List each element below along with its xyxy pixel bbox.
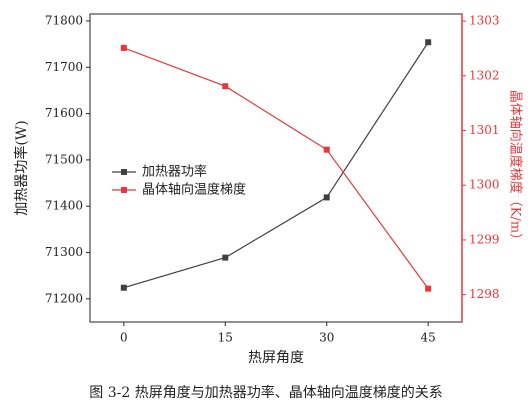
x-tick-label: 45 xyxy=(421,331,436,345)
caption: 图 3-2 热屏角度与加热器功率、晶体轴向温度梯度的关系 xyxy=(89,384,442,401)
y-tick-label: 71400 xyxy=(45,199,83,213)
y-tick-label: 71200 xyxy=(45,291,83,305)
marker xyxy=(323,194,330,201)
series-line xyxy=(123,41,429,289)
x-tick-label: 15 xyxy=(218,331,233,345)
legend-label: 加热器功率 xyxy=(142,164,207,180)
marker xyxy=(425,39,432,46)
x-tick-label: 30 xyxy=(319,331,334,345)
y2-tick-label: 1298 xyxy=(469,287,500,301)
y2-tick-label: 1301 xyxy=(469,123,500,137)
marker xyxy=(425,285,432,292)
marker xyxy=(120,284,127,291)
y-axis-label: 加热器功率(W) xyxy=(13,120,30,215)
legend-marker xyxy=(121,169,127,175)
marker xyxy=(120,44,127,51)
legend-label: 晶体轴向温度梯度 xyxy=(142,182,246,198)
marker xyxy=(323,146,330,153)
y2-tick-label: 1299 xyxy=(469,232,500,246)
y2-tick-label: 1303 xyxy=(469,14,500,28)
y-tick-label: 71300 xyxy=(45,245,83,259)
legend-marker xyxy=(121,187,127,193)
y-tick-label: 71700 xyxy=(45,60,83,74)
y-tick-label: 71500 xyxy=(45,152,83,166)
x-axis-label: 热屏角度 xyxy=(248,350,304,366)
x-tick-label: 0 xyxy=(120,331,128,345)
y2-tick-label: 1300 xyxy=(469,178,500,192)
y-tick-label: 71600 xyxy=(45,106,83,120)
y2-tick-label: 1302 xyxy=(469,68,500,82)
series-line xyxy=(123,47,429,289)
y-tick-label: 71800 xyxy=(45,13,83,27)
y2-axis-label: 晶体轴向温度梯度（K/m） xyxy=(508,90,524,246)
marker xyxy=(222,83,229,90)
marker xyxy=(222,254,229,261)
